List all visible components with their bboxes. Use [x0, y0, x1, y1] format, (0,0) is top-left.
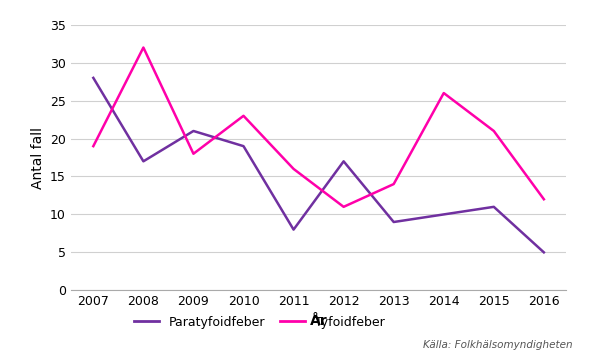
Y-axis label: Antal fall: Antal fall	[31, 126, 44, 189]
X-axis label: År: År	[310, 314, 327, 328]
Legend: Paratyfoidfeber, Tyfoidfeber: Paratyfoidfeber, Tyfoidfeber	[129, 310, 390, 333]
Text: Källa: Folkhälsomyndigheten: Källa: Folkhälsomyndigheten	[422, 341, 572, 350]
